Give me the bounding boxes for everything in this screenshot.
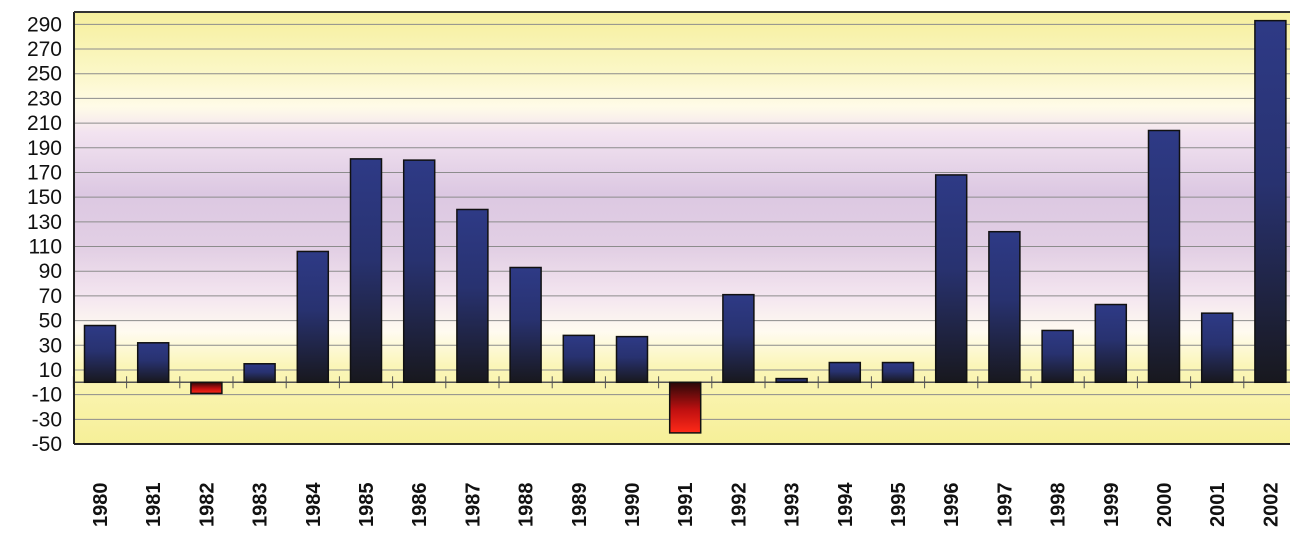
y-tick-label: 50 bbox=[39, 310, 62, 333]
x-tick-label-1998: 1998 bbox=[1048, 483, 1070, 528]
x-tick-label-1992: 1992 bbox=[728, 483, 750, 528]
y-tick-label: 270 bbox=[27, 38, 62, 61]
bar-1997 bbox=[988, 230, 1021, 384]
x-tick-label-1984: 1984 bbox=[303, 482, 325, 527]
x-tick-label-1981: 1981 bbox=[143, 483, 165, 528]
x-tick-label-1996: 1996 bbox=[941, 483, 963, 528]
x-tick-label-1995: 1995 bbox=[888, 483, 910, 528]
gridlines bbox=[74, 23, 1290, 445]
x-tick-label-1982: 1982 bbox=[196, 483, 218, 528]
y-tick-label: 250 bbox=[27, 63, 62, 86]
x-tick-label-2001: 2001 bbox=[1207, 483, 1229, 528]
y-tick-label: 30 bbox=[39, 334, 62, 357]
y-tick-label: 170 bbox=[27, 161, 62, 184]
x-tick-label-1987: 1987 bbox=[462, 482, 484, 527]
x-tick-label-1993: 1993 bbox=[782, 483, 804, 528]
bar-2002 bbox=[1254, 19, 1287, 384]
x-tick-label-1986: 1986 bbox=[409, 483, 431, 528]
y-tick-label: 90 bbox=[39, 260, 62, 283]
y-tick-label: 290 bbox=[27, 13, 62, 36]
bar-1998 bbox=[1041, 329, 1074, 384]
bar-1993 bbox=[775, 377, 808, 384]
y-tick-label: 70 bbox=[39, 285, 62, 308]
x-tick-label-2002: 2002 bbox=[1260, 483, 1282, 528]
bar-2000 bbox=[1147, 129, 1181, 384]
bar-1982 bbox=[190, 381, 223, 395]
y-tick-label: 190 bbox=[27, 137, 62, 160]
x-tick-label-1989: 1989 bbox=[569, 483, 591, 528]
bar-2001 bbox=[1200, 312, 1234, 384]
y-tick-label: 230 bbox=[27, 87, 62, 110]
y-tick-label: 10 bbox=[39, 359, 62, 382]
y-tick-label: -50 bbox=[32, 433, 62, 456]
bars bbox=[72, 19, 1287, 434]
bar-1995 bbox=[881, 361, 915, 384]
x-tick-label-1985: 1985 bbox=[356, 483, 378, 528]
x-tick-label-1988: 1988 bbox=[516, 483, 538, 528]
bar-1987 bbox=[456, 208, 489, 384]
x-tick-label-1997: 1997 bbox=[994, 483, 1016, 528]
bar-1990 bbox=[615, 335, 649, 384]
bar-1985 bbox=[349, 158, 383, 384]
y-tick-label: -30 bbox=[32, 408, 62, 431]
bar-1983 bbox=[243, 363, 276, 384]
x-tick-label-1991: 1991 bbox=[675, 483, 697, 528]
bar-1986 bbox=[402, 159, 436, 384]
bar-1991 bbox=[668, 381, 702, 434]
y-tick-label: 150 bbox=[27, 186, 62, 209]
bar-1980 bbox=[83, 324, 117, 384]
y-tick-label: 210 bbox=[27, 112, 62, 135]
bar-1999 bbox=[1094, 303, 1128, 384]
bar-1994 bbox=[828, 361, 862, 384]
bar-1992 bbox=[722, 293, 755, 384]
y-tick-label: 110 bbox=[29, 236, 62, 259]
y-tick-label: -10 bbox=[32, 384, 62, 407]
y-tick-label: 130 bbox=[27, 211, 62, 234]
bar-1996 bbox=[934, 174, 968, 384]
bar-1984 bbox=[296, 250, 330, 384]
x-tick-label-1990: 1990 bbox=[622, 483, 644, 528]
y-tick-labels: 2902702502302101901701501301109070503010… bbox=[27, 13, 62, 456]
x-tick-label-1999: 1999 bbox=[1101, 483, 1123, 528]
x-tick-label-1994: 1994 bbox=[835, 482, 857, 527]
bar-1988 bbox=[509, 266, 542, 384]
x-tick-labels: 1980 1981 1982 1983 1984 1985 1986 1987 1988 1989… bbox=[90, 482, 1282, 527]
bar-1989 bbox=[562, 334, 596, 384]
x-tick-label-1983: 1983 bbox=[250, 483, 272, 528]
x-tick-label-2000: 2000 bbox=[1154, 483, 1176, 528]
bar-1981 bbox=[136, 342, 170, 384]
plot-area bbox=[74, 12, 1290, 444]
x-tick-label-1980: 1980 bbox=[90, 483, 112, 528]
